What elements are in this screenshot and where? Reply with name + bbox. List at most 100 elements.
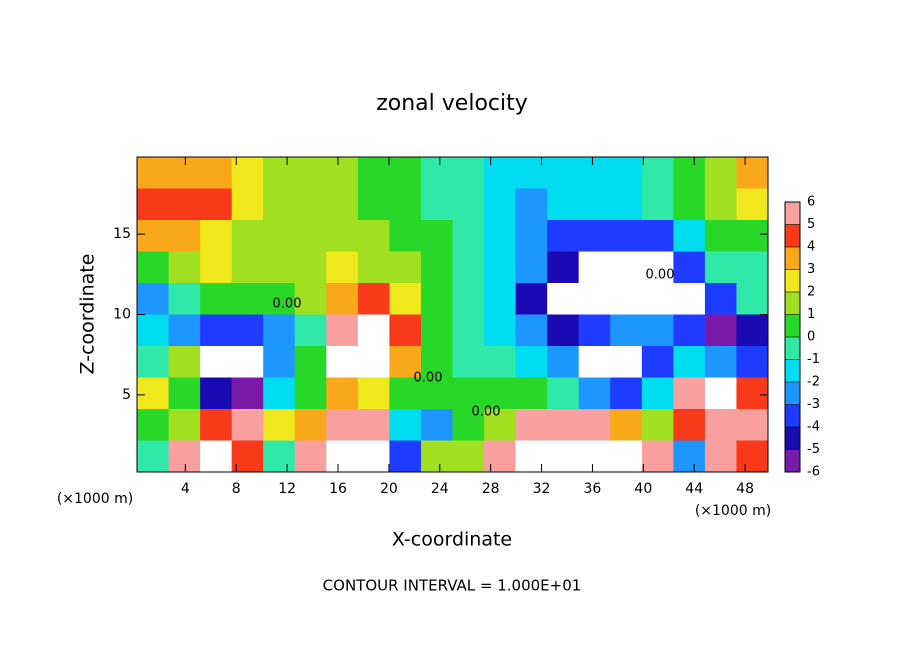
field-cell xyxy=(294,220,327,252)
field-cell xyxy=(736,251,769,284)
y-tick-label: 15 xyxy=(113,226,131,242)
field-cell xyxy=(200,314,233,347)
field-cell xyxy=(263,409,296,441)
field-cell xyxy=(389,220,422,252)
field-cell xyxy=(200,440,233,473)
field-cell xyxy=(231,409,264,441)
field-cell xyxy=(168,220,201,252)
field-cell xyxy=(452,188,485,221)
field-cell xyxy=(452,377,485,410)
colorbar-label: 2 xyxy=(807,285,815,300)
field-cell xyxy=(168,283,201,315)
field-cell xyxy=(263,157,296,189)
field-cell xyxy=(263,377,296,410)
colorbar-label: 4 xyxy=(807,240,815,255)
x-tick-label: 40 xyxy=(634,481,652,497)
field-cell xyxy=(484,251,517,284)
field-cell xyxy=(420,283,453,315)
field-cell xyxy=(452,314,485,347)
x-unit-label: (×1000 m) xyxy=(695,503,771,519)
x-tick-label: 4 xyxy=(181,481,190,497)
field-cell xyxy=(326,220,359,252)
field-cell xyxy=(420,157,453,189)
field-cell xyxy=(357,409,390,441)
field-cell xyxy=(673,377,706,410)
field-cell xyxy=(420,440,453,473)
colorbar-swatch xyxy=(785,427,800,450)
field-cell xyxy=(578,283,611,315)
field-cell xyxy=(420,377,453,410)
field-cell xyxy=(484,409,517,441)
field-cell xyxy=(137,346,170,378)
x-tick-label: 44 xyxy=(685,481,703,497)
field-cell xyxy=(610,314,643,347)
x-tick-label: 8 xyxy=(232,481,241,497)
field-cell xyxy=(704,440,737,473)
field-cell xyxy=(484,220,517,252)
colorbar-swatch xyxy=(785,382,800,405)
field-cell xyxy=(263,346,296,378)
field-cell xyxy=(641,440,674,473)
field-cell xyxy=(641,283,674,315)
field-cell xyxy=(736,377,769,410)
field-cell xyxy=(547,346,580,378)
field-cell xyxy=(547,440,580,473)
colorbar-swatch xyxy=(785,269,800,292)
field-cell xyxy=(231,440,264,473)
field-cell xyxy=(357,440,390,473)
field-cell xyxy=(137,157,170,189)
field-cell xyxy=(420,251,453,284)
field-cell xyxy=(515,409,548,441)
field-cell xyxy=(389,283,422,315)
field-cell xyxy=(610,440,643,473)
field-cell xyxy=(389,157,422,189)
field-cell xyxy=(515,283,548,315)
field-cell xyxy=(389,251,422,284)
field-cell xyxy=(294,157,327,189)
field-cell xyxy=(168,409,201,441)
field-cell xyxy=(736,283,769,315)
field-cell xyxy=(200,377,233,410)
field-cell xyxy=(704,314,737,347)
field-cell xyxy=(137,314,170,347)
field-cell xyxy=(420,188,453,221)
field-cell xyxy=(704,283,737,315)
field-cell xyxy=(420,220,453,252)
field-cell xyxy=(389,314,422,347)
field-cell xyxy=(547,377,580,410)
field-cell xyxy=(137,283,170,315)
y-unit-label: (×1000 m) xyxy=(57,491,133,507)
field-cell xyxy=(547,409,580,441)
field-cell xyxy=(137,440,170,473)
field-cell xyxy=(231,157,264,189)
footer-note: CONTOUR INTERVAL = 1.000E+01 xyxy=(323,577,582,595)
field-cell xyxy=(484,377,517,410)
field-cell xyxy=(610,283,643,315)
field-cell xyxy=(452,346,485,378)
x-axis-label: X-coordinate xyxy=(392,529,512,551)
field-cell xyxy=(578,314,611,347)
field-cell xyxy=(673,440,706,473)
y-tick-label: 10 xyxy=(113,307,131,323)
field-cell xyxy=(231,346,264,378)
chart-title: zonal velocity xyxy=(376,91,528,116)
field-cell xyxy=(578,157,611,189)
x-tick-label: 36 xyxy=(584,481,602,497)
field-cell xyxy=(673,409,706,441)
field-cell xyxy=(578,220,611,252)
field-cell xyxy=(736,409,769,441)
field-cell xyxy=(294,409,327,441)
field-cell xyxy=(231,377,264,410)
contour-label: 0.00 xyxy=(646,268,675,283)
field-cell xyxy=(200,157,233,189)
field-cell xyxy=(673,157,706,189)
field-cell xyxy=(168,440,201,473)
field-cell xyxy=(168,314,201,347)
field-cell xyxy=(547,314,580,347)
field-cell xyxy=(357,346,390,378)
field-cell xyxy=(547,220,580,252)
field-cell xyxy=(326,409,359,441)
field-cell xyxy=(263,220,296,252)
field-cell xyxy=(515,157,548,189)
field-cell xyxy=(137,188,170,221)
